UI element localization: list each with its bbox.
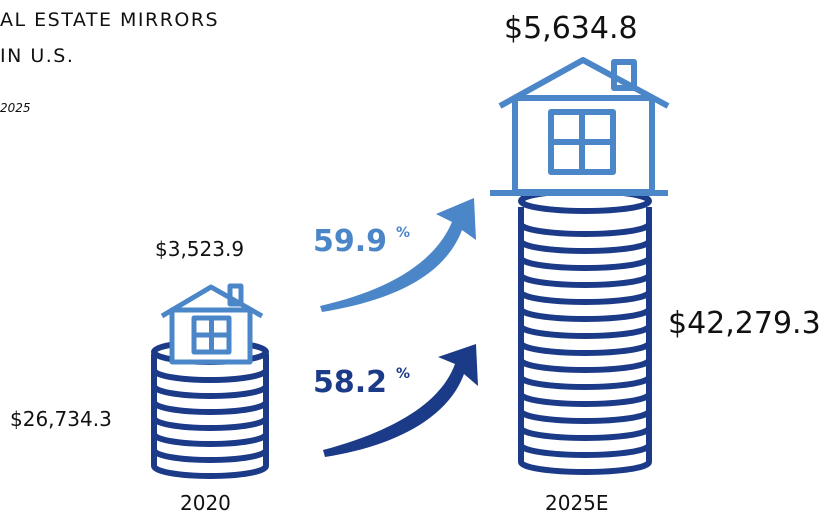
stack-value: $26,734.3 <box>10 407 112 431</box>
year-label: 2025E <box>545 491 609 515</box>
house-value: $3,523.9 <box>155 237 244 261</box>
arrow-up-dark <box>323 344 478 457</box>
roof <box>160 284 264 319</box>
growth-value: 58.2 <box>313 365 387 400</box>
house-left <box>160 283 264 365</box>
title-line: AL ESTATE MIRRORS <box>0 9 219 31</box>
growth-unit: % <box>396 225 410 241</box>
roof <box>498 57 670 109</box>
house-right <box>490 57 670 196</box>
subtitle: 2025 <box>0 101 31 115</box>
growth-value: 59.9 <box>313 224 387 259</box>
arrow-up-light <box>320 198 476 312</box>
coin-stacks <box>151 188 652 479</box>
stack-value: $42,279.3 <box>668 306 821 341</box>
house-value: $5,634.8 <box>504 11 638 46</box>
title-line: IN U.S. <box>0 45 74 67</box>
growth-unit: % <box>396 366 410 382</box>
coin <box>518 207 652 237</box>
year-label: 2020 <box>180 491 231 515</box>
